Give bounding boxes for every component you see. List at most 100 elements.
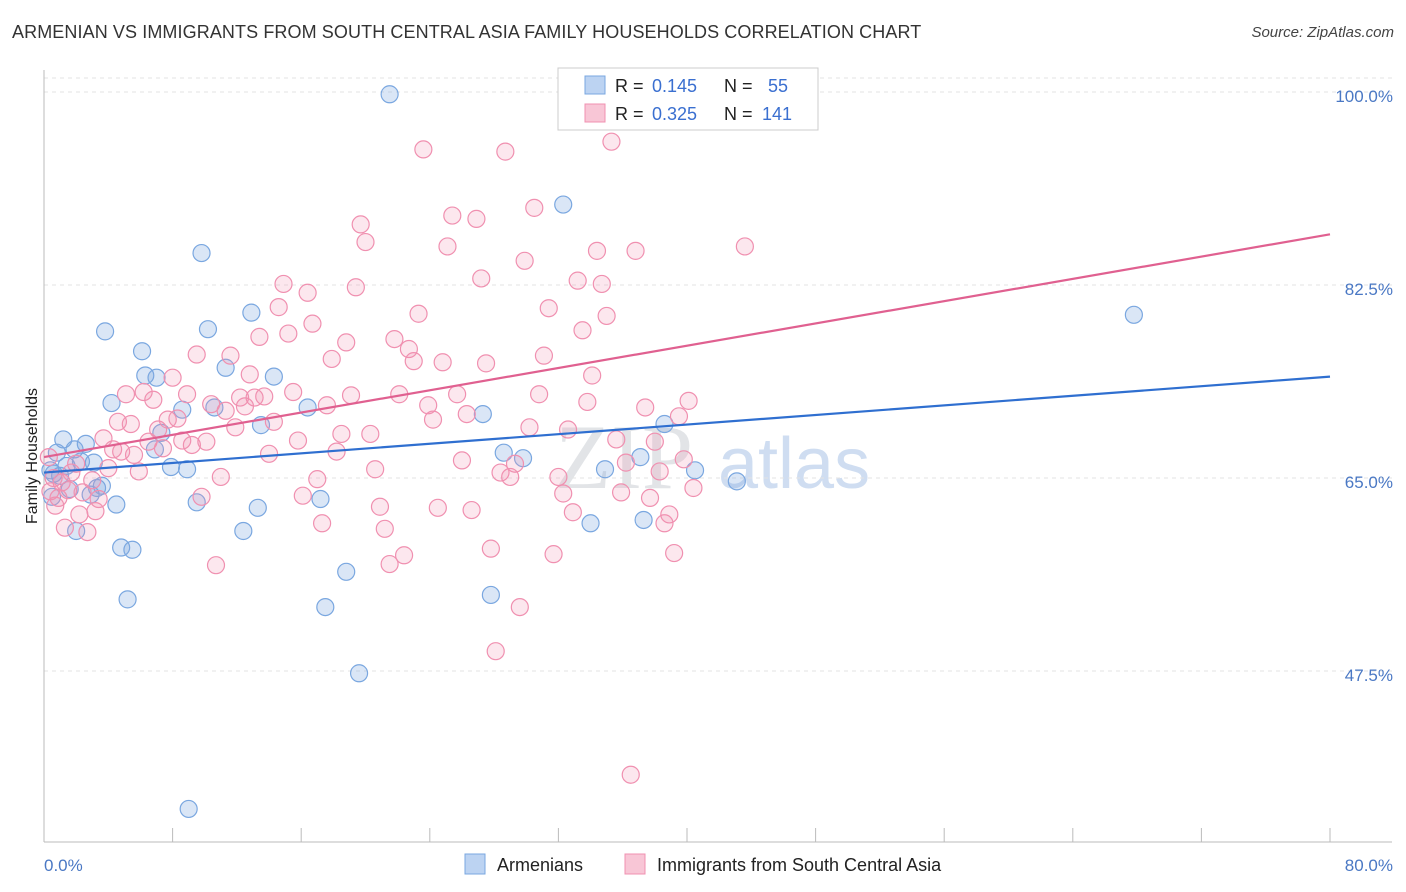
- immigrants-point-138: [679, 391, 698, 410]
- immigrants-point-42: [216, 401, 235, 420]
- immigrants-point-109: [539, 299, 558, 318]
- immigrants-point-107: [530, 385, 549, 404]
- armenians-trend-line: [43, 375, 1331, 474]
- immigrants-point-61: [308, 470, 327, 489]
- immigrants-point-72: [361, 424, 380, 444]
- armenians-point-31: [216, 358, 235, 377]
- armenians-point-52: [655, 414, 674, 434]
- immigrants-point-36: [187, 345, 206, 364]
- immigrants-point-34: [177, 385, 197, 404]
- armenians-point-19: [132, 342, 152, 361]
- immigrants-point-140: [735, 237, 754, 256]
- immigrants-trend-line: [43, 233, 1331, 459]
- bottom-legend-label-immigrants: Immigrants from South Central Asia: [657, 855, 942, 875]
- immigrants-point-91: [452, 451, 472, 470]
- immigrants-point-121: [597, 306, 616, 326]
- immigrants-point-4: [49, 488, 68, 508]
- immigrants-point-59: [298, 283, 317, 302]
- immigrants-point-58: [293, 486, 312, 505]
- immigrants-point-54: [274, 274, 293, 294]
- immigrants-point-73: [366, 460, 385, 479]
- immigrants-point-130: [640, 488, 660, 508]
- armenians-point-27: [187, 493, 206, 512]
- immigrants-point-134: [660, 505, 679, 524]
- immigrants-point-126: [621, 765, 640, 784]
- immigrants-point-74: [370, 497, 390, 516]
- immigrants-point-108: [534, 346, 554, 365]
- immigrants-point-6: [55, 518, 74, 537]
- immigrants-point-80: [399, 339, 419, 359]
- armenians-point-39: [316, 597, 335, 617]
- armenians-point-53: [685, 461, 705, 480]
- legend-n-label-0: N =: [724, 76, 753, 96]
- immigrants-point-120: [592, 274, 611, 294]
- immigrants-point-57: [288, 431, 308, 450]
- immigrants-point-136: [669, 407, 689, 426]
- legend-n-value-1: 141: [762, 104, 792, 124]
- immigrants-point-79: [394, 546, 414, 565]
- immigrants-point-115: [568, 271, 587, 290]
- immigrants-point-117: [578, 392, 597, 412]
- immigrants-point-116: [573, 321, 592, 340]
- immigrants-point-104: [515, 251, 534, 270]
- legend-r-value-1: 0.325: [652, 104, 697, 124]
- armenians-point-13: [95, 322, 115, 341]
- immigrants-point-11: [73, 483, 92, 502]
- bottom-legend: Armenians Immigrants from South Central …: [464, 853, 942, 875]
- immigrants-point-64: [322, 349, 341, 369]
- immigrants-point-30: [158, 410, 177, 429]
- series-immigrants: [39, 107, 754, 784]
- armenians-point-17: [118, 590, 137, 609]
- immigrants-point-48: [245, 388, 264, 407]
- immigrants-point-81: [404, 352, 423, 371]
- armenians-point-56: [179, 799, 198, 819]
- armenians-point-32: [234, 521, 253, 541]
- immigrants-point-13: [83, 471, 102, 490]
- immigrants-point-21: [116, 385, 136, 404]
- immigrants-point-95: [472, 269, 491, 288]
- immigrants-point-49: [250, 327, 269, 346]
- immigrants-point-24: [129, 462, 148, 481]
- immigrants-point-82: [409, 304, 428, 323]
- immigrants-point-105: [520, 418, 539, 437]
- x-tick-label-1: 80.0%: [1345, 856, 1393, 875]
- immigrants-point-102: [505, 454, 525, 473]
- legend-n-label-1: N =: [724, 104, 753, 124]
- armenians-point-45: [494, 443, 513, 462]
- tick-labels: 100.0% 82.5% 65.0% 47.5% 0.0% 80.0%: [44, 87, 1393, 875]
- immigrants-point-23: [124, 445, 144, 464]
- immigrants-point-71: [356, 232, 375, 252]
- immigrants-point-111: [549, 467, 568, 487]
- immigrants-point-35: [182, 435, 201, 455]
- armenians-point-44: [481, 585, 500, 605]
- immigrants-point-137: [674, 450, 693, 469]
- immigrants-point-106: [525, 198, 544, 217]
- x-tick-label-0: 0.0%: [44, 856, 83, 875]
- immigrants-point-44: [226, 418, 245, 437]
- watermark-zip: ZIP: [555, 406, 693, 508]
- immigrants-point-70: [351, 215, 370, 234]
- immigrants-point-114: [563, 503, 582, 522]
- immigrants-point-133: [655, 514, 674, 533]
- immigrants-point-132: [650, 462, 669, 481]
- immigrants-point-123: [607, 430, 626, 449]
- immigrants-point-12: [78, 522, 97, 542]
- immigrants-point-85: [423, 410, 443, 429]
- bottom-legend-swatch-immigrants: [624, 853, 646, 875]
- immigrants-point-9: [67, 454, 86, 473]
- immigrants-point-99: [491, 463, 510, 482]
- y-tick-label-0: 100.0%: [1335, 87, 1393, 106]
- armenians-point-41: [349, 664, 369, 683]
- immigrants-point-103: [510, 597, 529, 617]
- immigrants-point-40: [206, 556, 226, 575]
- immigrants-point-131: [645, 432, 664, 451]
- armenians-point-29: [198, 320, 218, 339]
- immigrants-point-38: [197, 432, 216, 451]
- armenians-point-47: [554, 195, 573, 214]
- immigrants-point-32: [168, 409, 187, 428]
- immigrants-point-119: [587, 241, 607, 260]
- immigrants-point-45: [231, 388, 250, 407]
- legend-swatch-armenians: [584, 75, 606, 95]
- chart-title: ARMENIAN VS IMMIGRANTS FROM SOUTH CENTRA…: [12, 22, 922, 42]
- immigrants-point-89: [443, 206, 462, 225]
